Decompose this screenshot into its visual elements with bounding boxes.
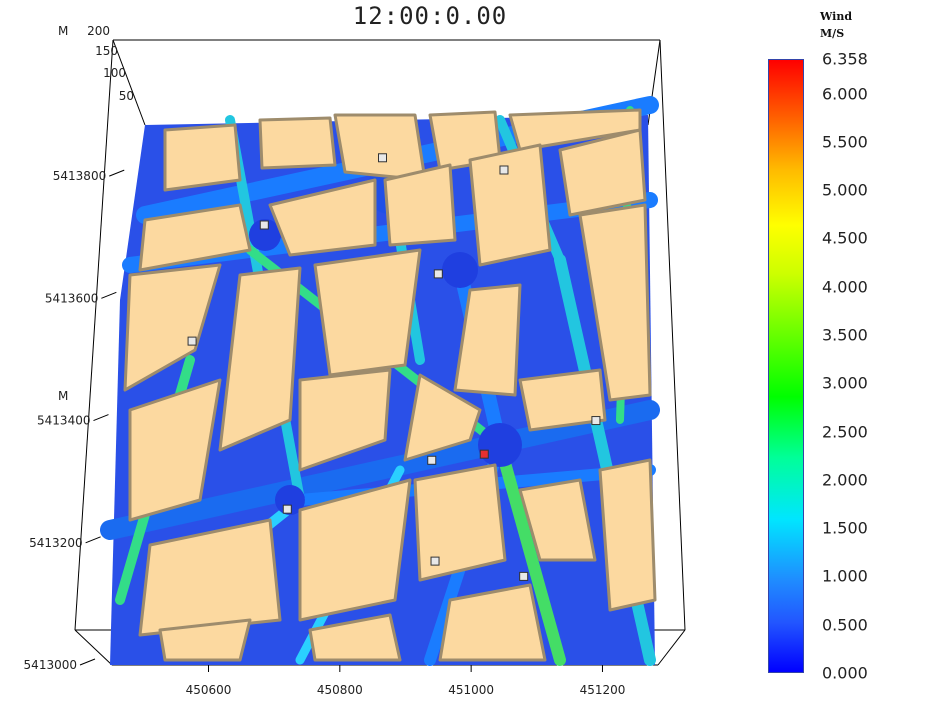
z-axis-label: M	[58, 24, 68, 38]
colorbar-tick-label: 2.000	[822, 470, 868, 490]
x-tick-label: 451200	[580, 683, 626, 697]
sensor-marker	[519, 571, 529, 581]
colorbar-tick-label: 6.000	[822, 84, 868, 104]
z-tick-label: 150	[95, 44, 118, 58]
colorbar-tick-label: 5.500	[822, 132, 868, 152]
z-axis-ticks: 200 150 100 50	[87, 24, 134, 103]
sensor-marker	[433, 269, 443, 279]
colorbar-tick-label: 4.000	[822, 277, 868, 297]
z-tick-label: 100	[103, 66, 126, 80]
buildings	[123, 108, 657, 662]
colorbar	[768, 59, 804, 673]
z-tick-label: 50	[119, 89, 134, 103]
colorbar-tick-label: 2.500	[822, 422, 868, 442]
sensor-marker	[187, 336, 197, 346]
colorbar-tick-label: 4.500	[822, 228, 868, 248]
y-tick-label: 5413200	[29, 536, 82, 550]
chart-title: 12:00:0.00	[352, 2, 508, 30]
colorbar-tick-label: 3.500	[822, 325, 868, 345]
colorbar-tick-label: 0.500	[822, 615, 868, 635]
legend-title-line1: Wind	[820, 10, 853, 23]
legend-title: Wind M/S	[820, 8, 852, 42]
sensor-marker	[259, 220, 269, 230]
y-axis-ticks: 5413000 5413200 5413400 5413600 5413800	[24, 169, 125, 672]
y-tick-mark	[109, 169, 125, 177]
x-tick-label: 450800	[317, 683, 363, 697]
colorbar-tick-label: 0.000	[822, 663, 868, 683]
colorbar-tick-label: 3.000	[822, 373, 868, 393]
y-tick-mark	[101, 291, 117, 299]
x-tick-label: 451000	[448, 683, 494, 697]
y-tick-mark	[85, 536, 101, 544]
y-tick-label: 5413800	[53, 169, 106, 183]
z-tick-label: 200	[87, 24, 110, 38]
y-tick-mark	[93, 414, 109, 422]
y-tick-label: 5413400	[37, 414, 90, 428]
sensor-marker	[282, 504, 292, 514]
sensor-markers	[187, 153, 601, 581]
x-tick-label: 450600	[186, 683, 232, 697]
sensor-marker	[479, 449, 489, 459]
y-tick-label: 5413000	[24, 658, 77, 672]
x-axis-ticks: 450600 450800 451000 451200	[186, 665, 626, 697]
sensor-marker	[591, 416, 601, 426]
colorbar-tick-label: 6.358	[822, 49, 868, 69]
y-tick-label: 5413600	[45, 291, 98, 305]
y-axis-label: M	[58, 389, 68, 403]
colorbar-tick-label: 1.000	[822, 566, 868, 586]
sensor-marker	[427, 455, 437, 465]
y-tick-mark	[79, 658, 96, 666]
legend-title-line2: M/S	[820, 27, 845, 40]
colorbar-tick-label: 5.000	[822, 180, 868, 200]
sensor-marker	[499, 165, 509, 175]
colorbar-tick-label: 1.500	[822, 518, 868, 538]
sensor-marker	[430, 556, 440, 566]
sensor-marker	[378, 153, 387, 163]
